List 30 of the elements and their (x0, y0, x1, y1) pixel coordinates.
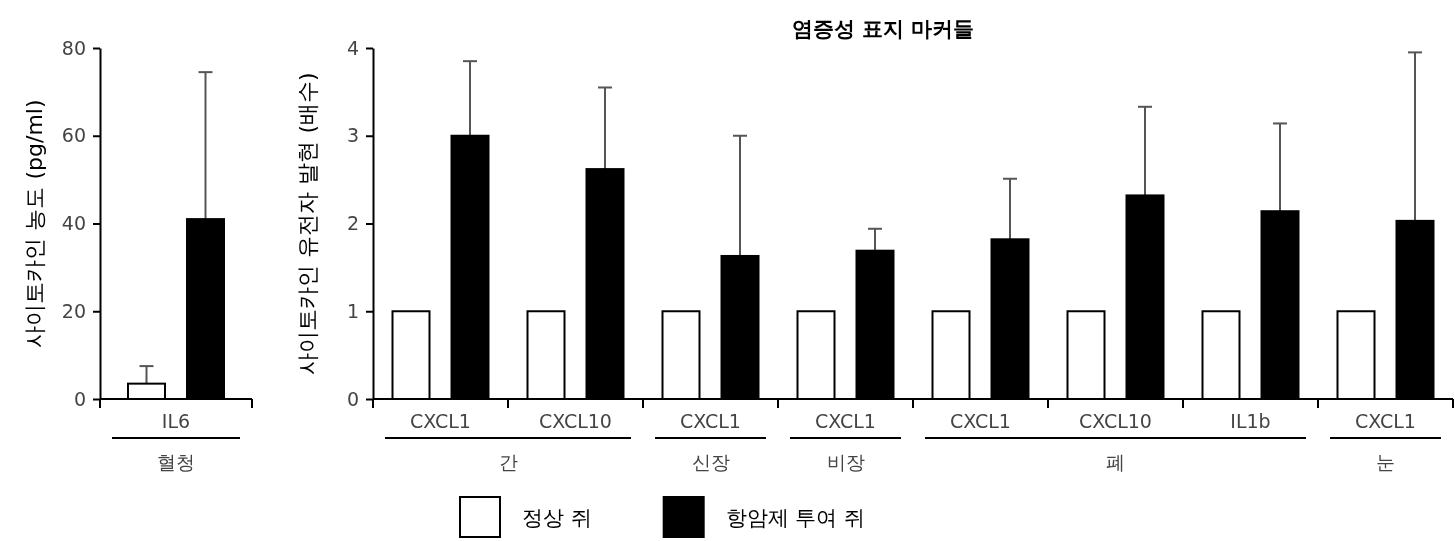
x-tick-label: IL6 (161, 410, 191, 432)
y-axis-title: 사이토카인 유전자 발현 (배수) (295, 72, 320, 375)
x-tick-label: CXCL10 (539, 410, 612, 432)
y-tick-label: 3 (346, 124, 359, 147)
y-tick-label: 60 (61, 124, 86, 147)
chart-title: 염증성 표지 마커들 (791, 17, 975, 41)
text: 폐 (1106, 451, 1125, 473)
text: 혈청 (157, 451, 195, 473)
y-axis-title: 사이토카인 농도 (pg/ml) (22, 99, 47, 348)
x-tick-label: CXCL10 (1079, 410, 1152, 432)
x-tick-label: IL1b (1230, 410, 1271, 432)
x-tick-label: CXCL1 (1355, 410, 1416, 432)
text: 간 (498, 451, 518, 473)
y-tick-label: 40 (61, 212, 86, 235)
text: 눈 (1376, 451, 1395, 473)
y-tick-label: 0 (346, 387, 359, 410)
text: 비장 (826, 451, 865, 473)
x-tick-label: CXCL1 (815, 410, 876, 432)
y-tick-label: 2 (346, 212, 359, 235)
legend-label: 정상 쥐 (522, 506, 592, 530)
y-tick-label: 20 (61, 299, 86, 322)
x-tick-label: CXCL1 (410, 410, 471, 432)
legend-label: 항암제 투여 쥐 (725, 506, 866, 530)
y-tick-label: 80 (61, 36, 86, 59)
y-tick-label: 4 (346, 36, 359, 59)
y-tick-label: 1 (346, 299, 359, 322)
x-tick-label: CXCL1 (950, 410, 1011, 432)
y-tick-label: 0 (73, 387, 86, 410)
x-tick-label: CXCL1 (680, 410, 741, 432)
text: 신장 (691, 451, 730, 473)
